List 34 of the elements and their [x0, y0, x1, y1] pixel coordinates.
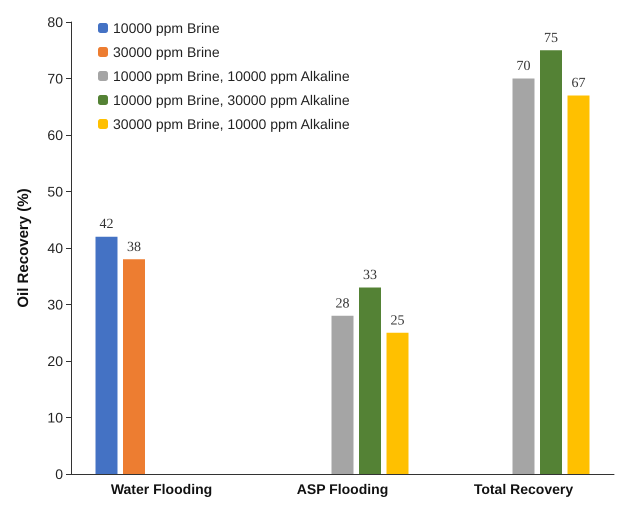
legend-label: 10000 ppm Brine, 10000 ppm Alkaline [113, 68, 350, 84]
y-tick-label: 70 [47, 70, 64, 86]
data-label: 25 [390, 313, 404, 328]
data-label: 42 [100, 217, 114, 232]
y-tick-label: 40 [47, 240, 64, 256]
y-tick-label: 50 [47, 184, 64, 200]
legend-label: 10000 ppm Brine [113, 20, 220, 36]
data-label: 75 [544, 30, 558, 46]
x-tick-label: ASP Flooding [296, 481, 388, 497]
legend-label: 10000 ppm Brine, 30000 ppm Alkaline [113, 92, 350, 108]
y-tick-label: 20 [47, 353, 64, 369]
data-label: 33 [363, 268, 377, 284]
y-tick-label: 30 [47, 296, 64, 312]
data-label: 38 [127, 240, 141, 255]
bar [568, 95, 590, 474]
bar [359, 288, 381, 474]
y-tick-label: 10 [47, 410, 64, 426]
bar [386, 332, 408, 474]
data-label: 70 [516, 59, 530, 74]
y-tick-label: 0 [55, 466, 64, 482]
legend-label: 30000 ppm Brine, 10000 ppm Alkaline [113, 116, 350, 132]
y-tick-label: 60 [47, 127, 64, 143]
x-tick-label: Total Recovery [474, 481, 574, 497]
bar [96, 236, 118, 474]
bar [540, 50, 562, 474]
bar [123, 259, 145, 474]
legend-label: 30000 ppm Brine [113, 44, 220, 60]
bar [512, 78, 534, 474]
bar [332, 316, 354, 474]
y-axis-title: Oil Recovery (%) [15, 188, 32, 308]
data-label: 67 [572, 76, 586, 91]
data-label: 28 [336, 296, 350, 312]
x-tick-label: Water Flooding [110, 481, 212, 497]
y-tick-label: 80 [47, 14, 64, 30]
